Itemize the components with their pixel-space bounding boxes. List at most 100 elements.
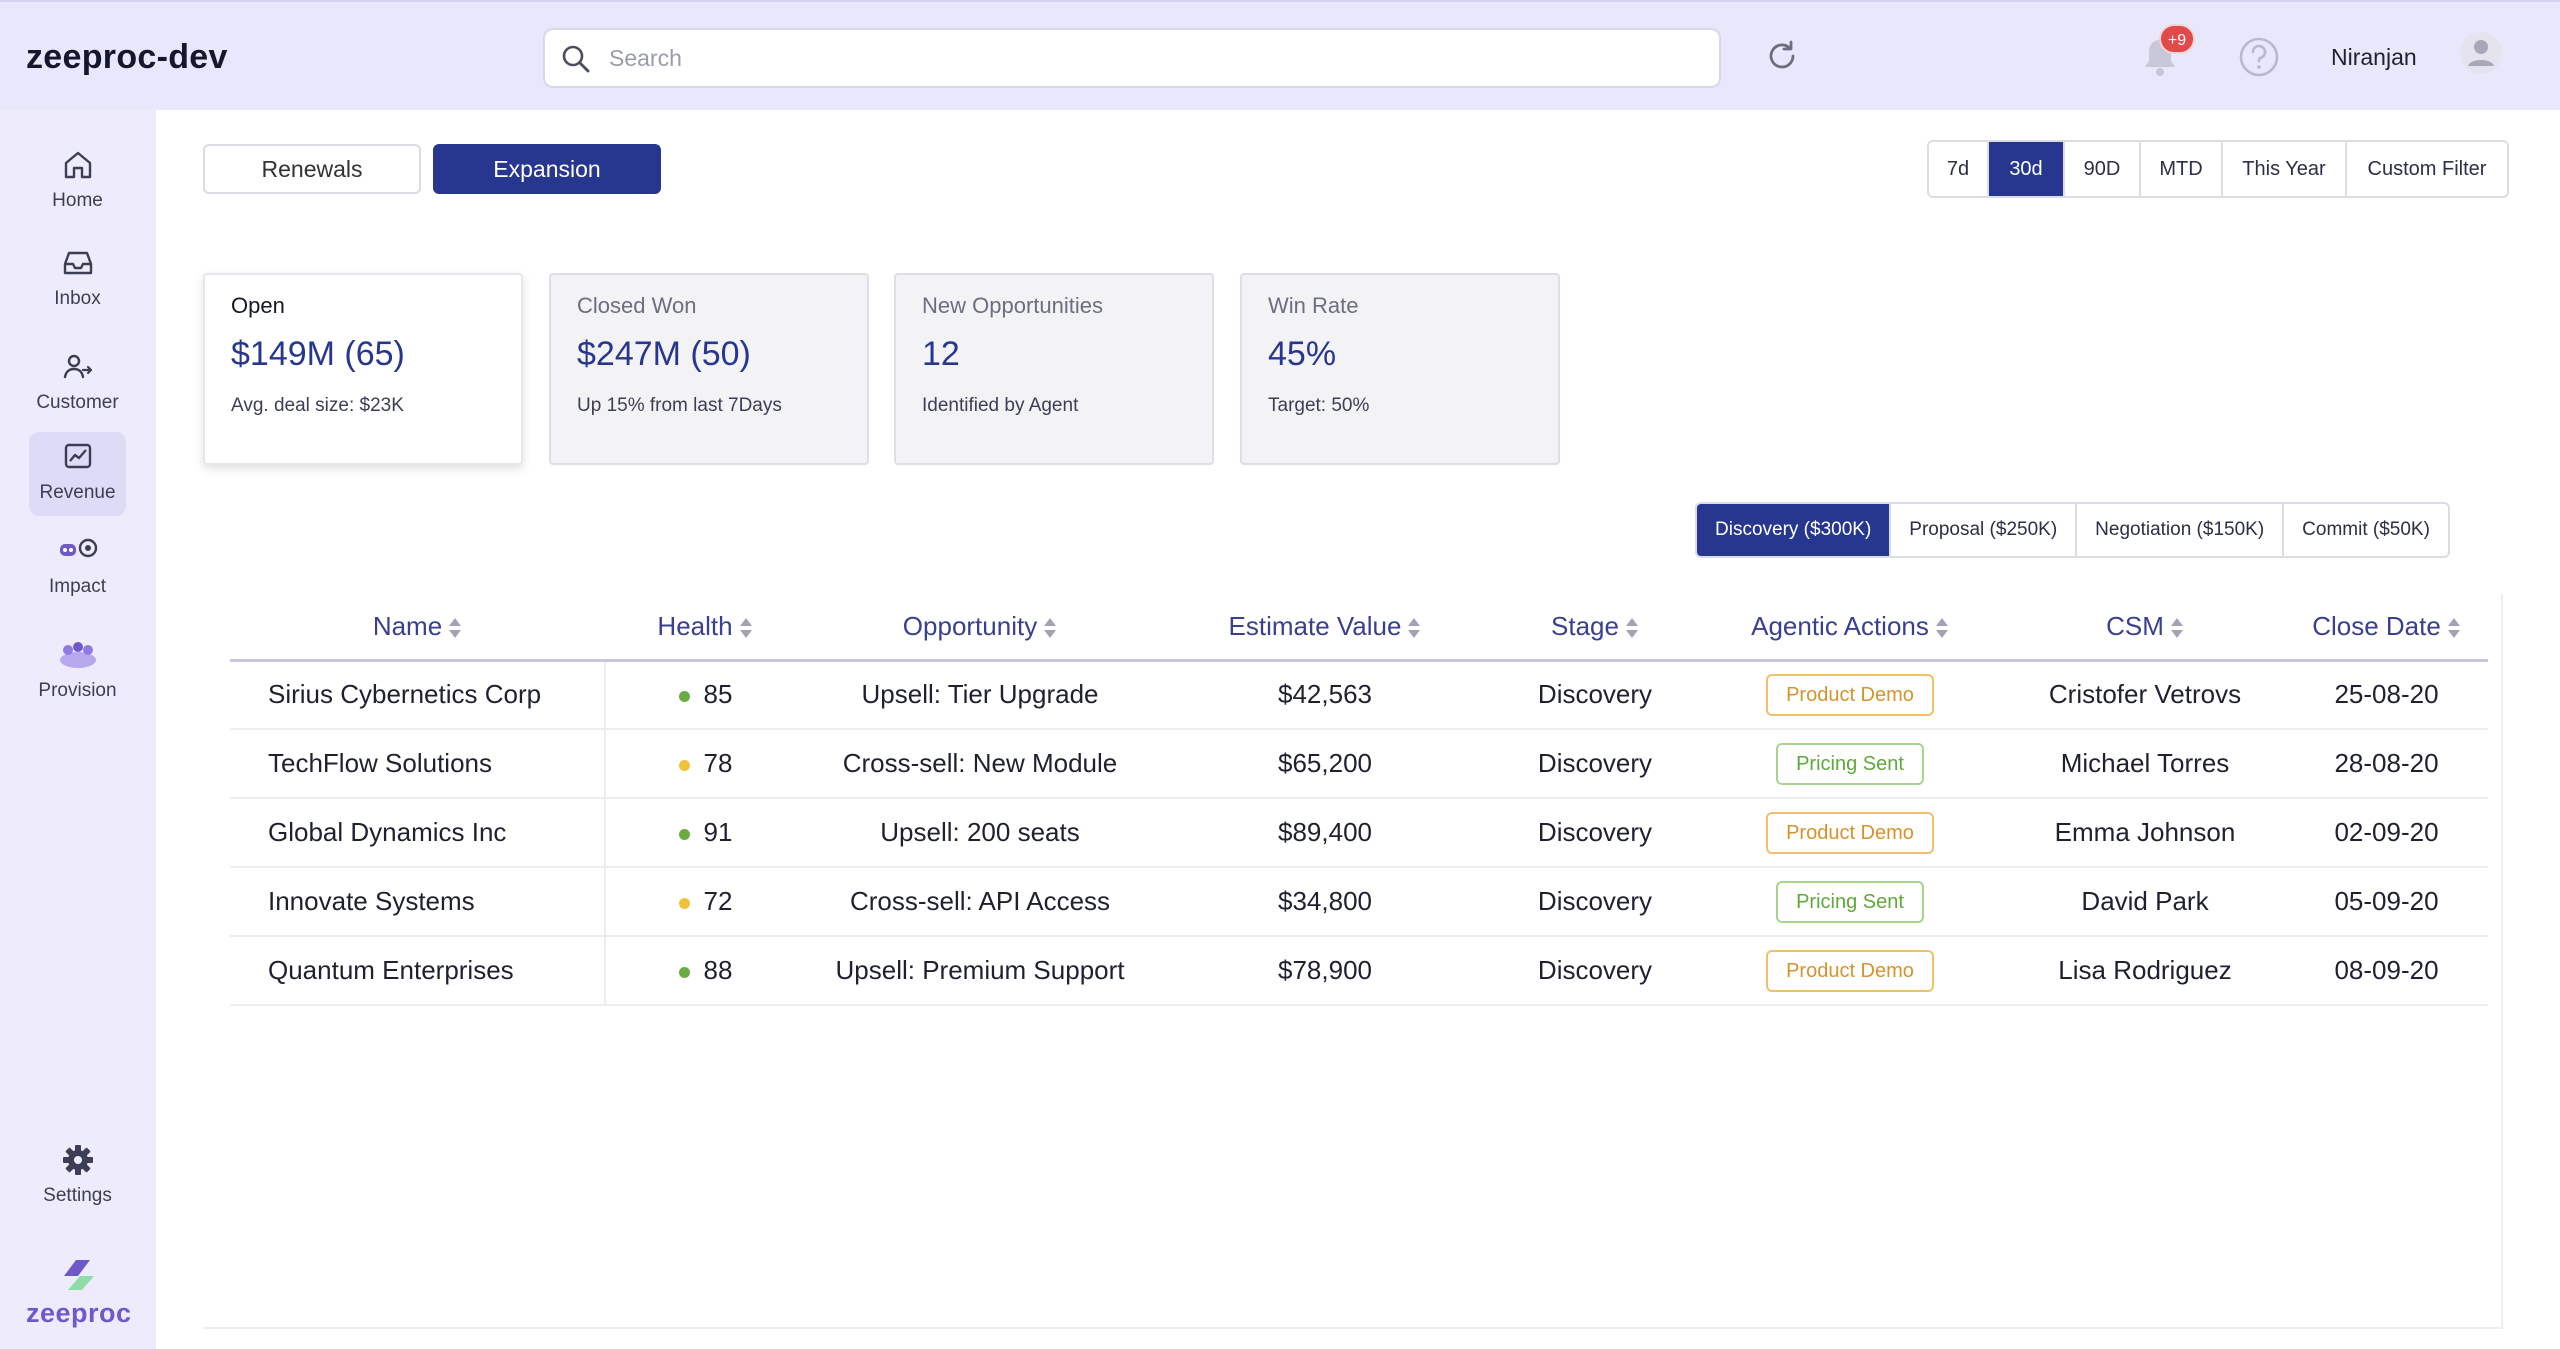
sidebar-item-label: Home xyxy=(52,190,103,211)
cell-csm: David Park xyxy=(2005,867,2285,937)
sidebar-item-impact[interactable]: Impact xyxy=(29,526,126,610)
column-header-estimate-value[interactable]: Estimate Value xyxy=(1155,594,1495,662)
sidebar-item-label: Revenue xyxy=(39,482,116,503)
username[interactable]: Niranjan xyxy=(2331,44,2417,70)
search-bar[interactable] xyxy=(543,28,1721,88)
metric-card-closed-won[interactable]: Closed Won $247M (50) Up 15% from last 7… xyxy=(549,273,869,465)
action-tag[interactable]: Product Demo xyxy=(1766,673,1934,716)
sidebar-item-revenue[interactable]: Revenue xyxy=(29,432,126,516)
table-row[interactable]: Quantum Enterprises 88 Upsell: Premium Sup… xyxy=(230,936,2488,1006)
cell-name[interactable]: Quantum Enterprises xyxy=(230,936,605,1006)
cell-health: 85 xyxy=(604,660,805,730)
range-90d-button[interactable]: 90D xyxy=(2065,142,2141,196)
metric-card-new-opportunities[interactable]: New Opportunities 12 Identified by Agent xyxy=(894,273,1214,465)
sidebar: Home Inbox Customer Revenue Impact xyxy=(0,110,156,1349)
opportunities-table-container: Name Health Opportunity Estimate Value Stage… xyxy=(203,594,2503,1329)
customer-icon xyxy=(63,354,93,379)
sidebar-item-customer[interactable]: Customer xyxy=(29,342,126,426)
column-header-opportunity[interactable]: Opportunity xyxy=(805,594,1155,662)
stage-discovery-button[interactable]: Discovery ($300K) xyxy=(1697,504,1892,556)
action-tag[interactable]: Product Demo xyxy=(1766,949,1934,992)
cell-health: 91 xyxy=(604,798,805,868)
renewals-tab[interactable]: Renewals xyxy=(203,144,421,194)
stage-commit-button[interactable]: Commit ($50K) xyxy=(2302,519,2430,540)
search-input[interactable] xyxy=(609,38,1699,78)
avatar[interactable] xyxy=(2460,32,2502,74)
card-title: Closed Won xyxy=(577,293,697,318)
sidebar-item-provision[interactable]: Provision xyxy=(29,630,126,714)
impact-icon xyxy=(60,538,98,558)
sidebar-item-settings[interactable]: Settings xyxy=(29,1135,126,1219)
cell-agentic-action: Product Demo xyxy=(1695,660,2005,730)
cell-estimate-value: $34,800 xyxy=(1155,867,1495,937)
card-subtitle: Identified by Agent xyxy=(922,395,1079,416)
refresh-icon[interactable] xyxy=(1764,38,1800,74)
cell-stage: Discovery xyxy=(1495,867,1695,937)
cell-stage: Discovery xyxy=(1495,729,1695,799)
health-score: 85 xyxy=(703,679,733,710)
zeeproc-logo-icon xyxy=(64,1260,94,1290)
cell-csm: Cristofer Vetrovs xyxy=(2005,660,2285,730)
table-row[interactable]: Sirius Cybernetics Corp 85 Upsell: Tier Up… xyxy=(230,660,2488,730)
cell-agentic-action: Product Demo xyxy=(1695,936,2005,1006)
card-subtitle: Avg. deal size: $23K xyxy=(231,395,404,416)
cell-stage: Discovery xyxy=(1495,660,1695,730)
stage-negotiation-button[interactable]: Negotiation ($150K) xyxy=(2077,504,2285,556)
cell-health: 88 xyxy=(604,936,805,1006)
sort-icon xyxy=(1408,617,1421,638)
cell-opportunity: Upsell: Tier Upgrade xyxy=(805,660,1155,730)
action-tag[interactable]: Pricing Sent xyxy=(1776,742,1924,785)
cell-estimate-value: $78,900 xyxy=(1155,936,1495,1006)
table-row[interactable]: Global Dynamics Inc 91 Upsell: 200 seats $8… xyxy=(230,798,2488,868)
cell-estimate-value: $89,400 xyxy=(1155,798,1495,868)
range-this-year-button[interactable]: This Year xyxy=(2223,142,2347,196)
expansion-tab[interactable]: Expansion xyxy=(433,144,661,194)
range-mtd-button[interactable]: MTD xyxy=(2141,142,2223,196)
help-icon[interactable] xyxy=(2238,36,2280,78)
cell-close-date: 08-09-20 xyxy=(2285,936,2488,1006)
sidebar-item-home[interactable]: Home xyxy=(29,140,126,224)
cell-opportunity: Cross-sell: API Access xyxy=(805,867,1155,937)
cell-close-date: 05-09-20 xyxy=(2285,867,2488,937)
cell-stage: Discovery xyxy=(1495,936,1695,1006)
sidebar-item-label: Inbox xyxy=(54,288,101,309)
sidebar-item-label: Provision xyxy=(38,680,117,701)
home-icon xyxy=(64,151,92,179)
metric-card-win-rate[interactable]: Win Rate 45% Target: 50% xyxy=(1240,273,1560,465)
cell-estimate-value: $42,563 xyxy=(1155,660,1495,730)
custom-filter-button[interactable]: Custom Filter xyxy=(2367,158,2487,180)
column-header-stage[interactable]: Stage xyxy=(1495,594,1695,662)
sidebar-item-label: Customer xyxy=(36,392,119,413)
range-7d-button[interactable]: 7d xyxy=(1929,142,1989,196)
cell-name[interactable]: Global Dynamics Inc xyxy=(230,798,605,868)
action-tag[interactable]: Product Demo xyxy=(1766,811,1934,854)
brand-logo: zeeproc xyxy=(26,1258,131,1328)
column-header-health[interactable]: Health xyxy=(605,594,805,662)
sidebar-item-inbox[interactable]: Inbox xyxy=(29,238,126,322)
health-dot-icon xyxy=(678,828,690,840)
cell-name[interactable]: Sirius Cybernetics Corp xyxy=(230,660,605,730)
table-row[interactable]: Innovate Systems 72 Cross-sell: API Access… xyxy=(230,867,2488,937)
cell-close-date: 25-08-20 xyxy=(2285,660,2488,730)
card-value: 12 xyxy=(922,335,960,373)
top-bar: zeeproc-dev +9 Niranjan xyxy=(0,0,2560,110)
stage-proposal-button[interactable]: Proposal ($250K) xyxy=(1891,504,2078,556)
cell-name[interactable]: TechFlow Solutions xyxy=(230,729,605,799)
cell-stage: Discovery xyxy=(1495,798,1695,868)
health-dot-icon xyxy=(678,759,690,771)
column-header-label: Opportunity xyxy=(902,610,1038,641)
column-header-name[interactable]: Name xyxy=(230,594,605,662)
sort-icon xyxy=(1625,617,1638,638)
column-header-label: Health xyxy=(657,610,733,641)
column-header-label: Close Date xyxy=(2312,610,2441,641)
metric-card-open[interactable]: Open $149M (65) Avg. deal size: $23K xyxy=(203,273,523,465)
column-header-close-date[interactable]: Close Date xyxy=(2285,594,2488,662)
column-header-agentic-actions[interactable]: Agentic Actions xyxy=(1695,594,2005,662)
cell-close-date: 28-08-20 xyxy=(2285,729,2488,799)
column-header-csm[interactable]: CSM xyxy=(2005,594,2285,662)
table-row[interactable]: TechFlow Solutions 78 Cross-sell: New Modu… xyxy=(230,729,2488,799)
range-30d-button[interactable]: 30d xyxy=(1989,142,2065,196)
card-title: Open xyxy=(231,293,285,318)
cell-name[interactable]: Innovate Systems xyxy=(230,867,605,937)
action-tag[interactable]: Pricing Sent xyxy=(1776,880,1924,923)
